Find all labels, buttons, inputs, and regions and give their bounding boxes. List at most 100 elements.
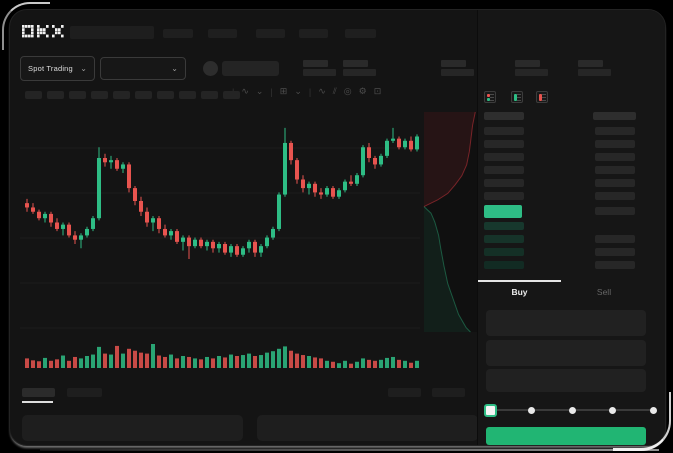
mode-line <box>490 97 494 98</box>
mode-mark <box>487 98 490 101</box>
slider-dot[interactable] <box>528 407 535 414</box>
order-amount-field[interactable] <box>486 340 646 366</box>
slider-dot[interactable] <box>650 407 657 414</box>
orderbook-amount-placeholder <box>595 207 635 215</box>
book-both-icon[interactable] <box>484 91 496 103</box>
orderbook-price-placeholder <box>484 261 524 269</box>
candlestick-chart[interactable] <box>20 110 478 382</box>
orderbook-header-placeholder <box>593 112 636 120</box>
app-window: Spot Trading ⌄ ⌄ |∿⌄|⊞⌄|∿⫽◎⚙⊡ Buy Sell <box>9 9 666 446</box>
stat-label-placeholder <box>303 60 328 67</box>
order-total-field[interactable] <box>486 369 646 392</box>
mode-line <box>490 100 494 101</box>
timeframe-placeholder[interactable] <box>179 91 196 99</box>
nav-item-placeholder[interactable] <box>256 29 285 38</box>
settings-gear-icon[interactable]: ⚙ <box>358 86 367 96</box>
mode-line <box>542 97 546 98</box>
orderbook-price-placeholder <box>484 127 524 135</box>
order-price-field[interactable] <box>486 310 646 336</box>
separator: | <box>270 86 273 97</box>
orderbook-amount-placeholder <box>595 127 635 135</box>
buy-button[interactable] <box>486 427 646 445</box>
slider-handle[interactable] <box>484 404 497 417</box>
camera-icon[interactable]: ◎ <box>343 86 352 96</box>
mode-line <box>542 100 546 101</box>
chevron-down-icon: ⌄ <box>80 63 87 73</box>
chevron-down-icon[interactable]: ⌄ <box>294 86 302 96</box>
buy-tab-indicator <box>478 280 561 282</box>
mode-mark <box>514 94 517 101</box>
parallel-lines-icon[interactable]: ⫽ <box>332 86 337 96</box>
active-tab-underline <box>22 401 53 403</box>
orderbook-price-placeholder <box>484 248 524 256</box>
chart-toolbar-icons: |∿⌄|⊞⌄|∿⫽◎⚙⊡ <box>232 86 381 97</box>
orderbook-amount-placeholder <box>595 140 635 148</box>
indicator-panel-icon[interactable]: ⊞ <box>279 86 288 96</box>
orderbook-price-placeholder <box>484 222 524 230</box>
orderbook-amount-placeholder <box>595 179 635 187</box>
tab-buy[interactable]: Buy <box>511 287 528 297</box>
timeframe-placeholder[interactable] <box>223 91 240 99</box>
orderbook-amount-placeholder <box>595 166 635 174</box>
bottom-panel-left <box>22 415 243 441</box>
market-type-dropdown[interactable]: Spot Trading ⌄ <box>20 56 95 81</box>
wave-indicator-icon[interactable]: ∿ <box>241 86 249 96</box>
orderbook-price-placeholder <box>484 235 524 243</box>
nav-item-placeholder[interactable] <box>163 29 193 38</box>
pair-avatar <box>203 61 218 76</box>
pair-name-placeholder <box>222 61 279 76</box>
orderbook-amount-placeholder <box>595 235 635 243</box>
chevron-down-icon: ⌄ <box>171 63 178 73</box>
book-asks-icon[interactable] <box>536 91 548 103</box>
slider-dot[interactable] <box>569 407 576 414</box>
orderbook-amount-placeholder <box>595 261 635 269</box>
stat-label-placeholder <box>578 60 603 67</box>
trendline-icon[interactable]: ∿ <box>318 86 326 96</box>
stat-value-placeholder <box>515 69 548 76</box>
mode-line <box>517 94 521 95</box>
timeframe-placeholder[interactable] <box>91 91 108 99</box>
timeframe-placeholder[interactable] <box>47 91 64 99</box>
orderbook-header-placeholder <box>484 112 524 120</box>
nav-item-placeholder[interactable] <box>208 29 237 38</box>
bottom-tab-active[interactable] <box>22 388 55 397</box>
okx-logo <box>22 25 64 38</box>
orderbook-amount-placeholder <box>595 248 635 256</box>
mode-line <box>517 97 521 98</box>
orderbook-price-placeholder <box>484 166 524 174</box>
device-edge-highlight <box>40 449 659 451</box>
timeframe-placeholder[interactable] <box>135 91 152 99</box>
nav-item-placeholder[interactable] <box>345 29 376 38</box>
panel-divider <box>477 10 478 445</box>
stat-value-placeholder <box>303 69 336 76</box>
chevron-down-icon[interactable]: ⌄ <box>255 86 264 96</box>
pair-selector-dropdown[interactable]: ⌄ <box>100 57 186 80</box>
timeframe-placeholder[interactable] <box>201 91 218 99</box>
mode-line <box>490 94 494 95</box>
orderbook-amount-placeholder <box>595 192 635 200</box>
nav-item-placeholder[interactable] <box>299 29 328 38</box>
market-type-label: Spot Trading <box>28 64 73 73</box>
mode-mark <box>539 94 542 101</box>
header-placeholder-bar <box>70 26 154 39</box>
book-bids-icon[interactable] <box>511 91 523 103</box>
timeframe-placeholder[interactable] <box>113 91 130 99</box>
orderbook-price-placeholder <box>484 140 524 148</box>
tab-sell[interactable]: Sell <box>596 287 612 297</box>
stat-label-placeholder <box>343 60 368 67</box>
bottom-right-tab[interactable] <box>432 388 465 397</box>
timeframe-placeholder[interactable] <box>69 91 86 99</box>
timeframe-placeholder[interactable] <box>157 91 174 99</box>
orderbook-amount-placeholder <box>595 153 635 161</box>
stat-value-placeholder <box>578 69 611 76</box>
stat-label-placeholder <box>441 60 466 67</box>
bottom-right-tab[interactable] <box>388 388 421 397</box>
slider-dot[interactable] <box>609 407 616 414</box>
bottom-panel-right <box>257 415 478 441</box>
stat-label-placeholder <box>515 60 540 67</box>
fullscreen-icon[interactable]: ⊡ <box>373 86 382 96</box>
bottom-tab[interactable] <box>67 388 102 397</box>
stat-value-placeholder <box>343 69 376 76</box>
orderbook-price-placeholder <box>484 192 524 200</box>
timeframe-placeholder[interactable] <box>25 91 42 99</box>
